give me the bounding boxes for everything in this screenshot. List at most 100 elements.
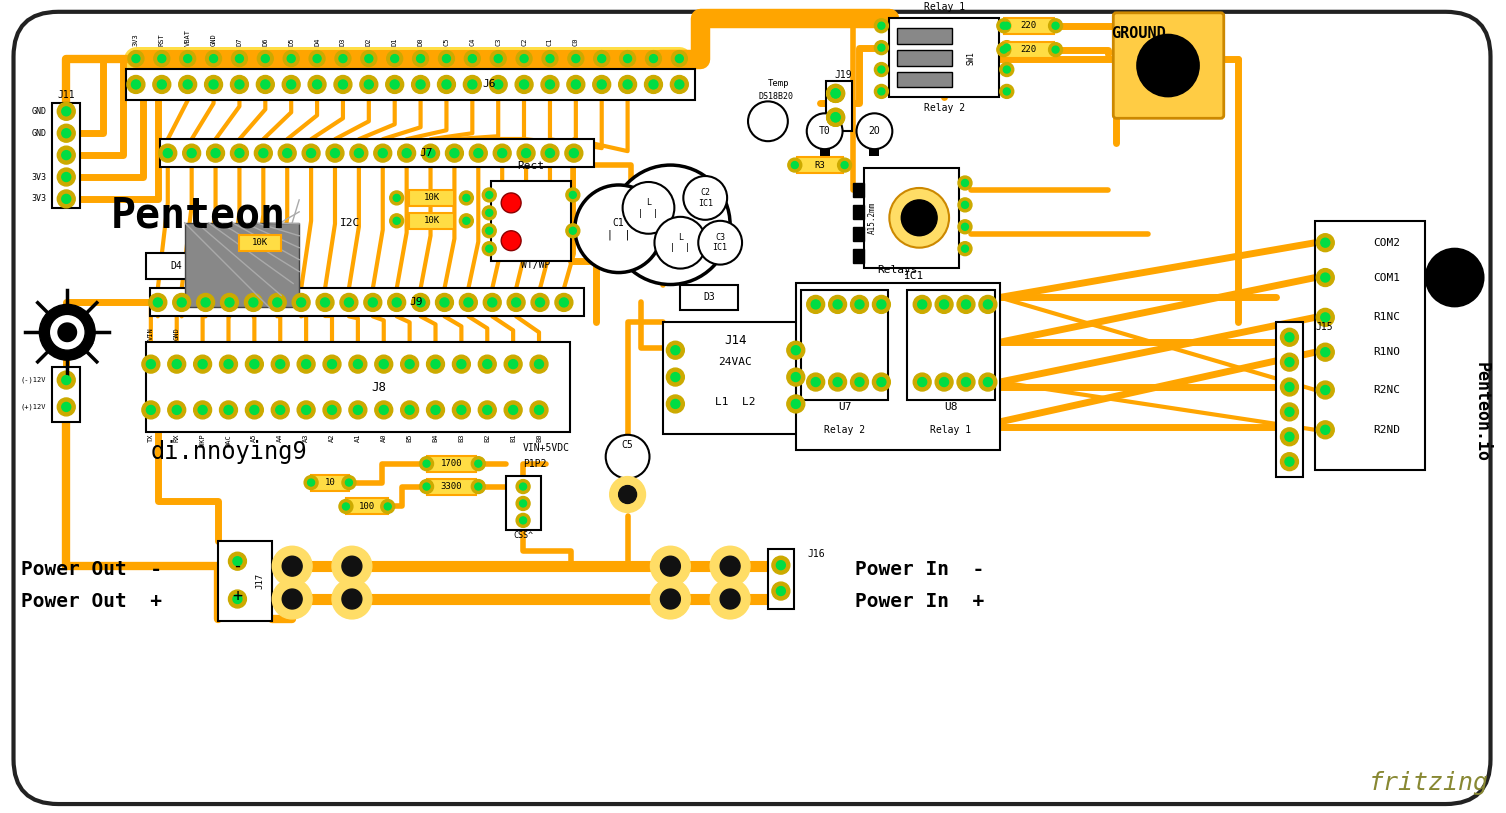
Circle shape	[303, 144, 321, 162]
Circle shape	[1000, 41, 1014, 54]
Circle shape	[812, 300, 821, 309]
Circle shape	[1280, 453, 1298, 471]
Circle shape	[497, 149, 506, 158]
Circle shape	[411, 76, 429, 93]
Circle shape	[250, 406, 259, 415]
Circle shape	[443, 54, 450, 63]
Circle shape	[309, 50, 325, 67]
Circle shape	[571, 80, 580, 89]
Text: WT/WP: WT/WP	[521, 259, 551, 270]
Circle shape	[1316, 268, 1334, 286]
Circle shape	[593, 76, 610, 93]
Bar	[151, 289, 584, 316]
Circle shape	[831, 89, 840, 98]
Text: D4: D4	[315, 37, 321, 46]
Circle shape	[670, 346, 679, 354]
Circle shape	[50, 315, 86, 350]
Bar	[907, 290, 995, 400]
Circle shape	[605, 435, 649, 479]
Text: -: -	[232, 557, 242, 575]
Circle shape	[235, 149, 244, 158]
Circle shape	[1000, 19, 1014, 33]
Circle shape	[828, 295, 846, 313]
Bar	[53, 367, 80, 422]
Circle shape	[1280, 403, 1298, 421]
Bar	[801, 290, 889, 400]
Circle shape	[197, 293, 214, 311]
Circle shape	[417, 54, 425, 63]
Circle shape	[875, 19, 889, 33]
Circle shape	[1048, 19, 1063, 33]
Text: Penteon: Penteon	[111, 195, 286, 237]
Circle shape	[876, 300, 886, 309]
Text: A0: A0	[381, 434, 387, 442]
Circle shape	[255, 144, 273, 162]
Circle shape	[420, 457, 434, 471]
Circle shape	[244, 293, 262, 311]
Text: B5: B5	[407, 434, 413, 442]
Circle shape	[146, 359, 155, 368]
Bar	[768, 550, 794, 609]
Circle shape	[133, 54, 140, 63]
Circle shape	[179, 76, 197, 93]
Circle shape	[501, 193, 521, 213]
Circle shape	[163, 149, 172, 158]
Circle shape	[651, 579, 690, 619]
Text: R3: R3	[815, 161, 825, 170]
Circle shape	[997, 19, 1011, 33]
Circle shape	[961, 224, 968, 230]
Text: C0: C0	[572, 37, 578, 46]
Circle shape	[684, 176, 727, 220]
Bar	[852, 227, 864, 241]
Text: GND: GND	[32, 128, 47, 137]
Text: R2NC: R2NC	[1373, 385, 1401, 395]
Text: L
|  |: L | |	[670, 233, 690, 252]
Circle shape	[517, 144, 535, 162]
Circle shape	[1285, 358, 1294, 367]
Text: J19: J19	[834, 71, 852, 80]
Circle shape	[282, 589, 303, 609]
Text: D7: D7	[236, 37, 242, 46]
Circle shape	[512, 298, 521, 307]
Circle shape	[536, 298, 545, 307]
Circle shape	[483, 293, 501, 311]
Text: 24VAC: 24VAC	[718, 357, 751, 367]
Circle shape	[958, 241, 971, 255]
Circle shape	[575, 185, 663, 272]
Circle shape	[901, 200, 937, 236]
Circle shape	[494, 80, 503, 89]
Circle shape	[309, 76, 325, 93]
Text: C4: C4	[84, 337, 95, 346]
Circle shape	[940, 377, 949, 386]
Bar	[681, 285, 738, 311]
Text: Penteon.io: Penteon.io	[1473, 362, 1491, 462]
Circle shape	[435, 293, 453, 311]
Circle shape	[452, 355, 470, 373]
Circle shape	[979, 373, 997, 391]
Circle shape	[667, 368, 684, 386]
Circle shape	[474, 483, 482, 490]
Circle shape	[229, 552, 247, 570]
Circle shape	[245, 401, 264, 419]
Circle shape	[423, 483, 431, 490]
Circle shape	[958, 198, 971, 212]
Circle shape	[670, 372, 679, 381]
Text: COM2: COM2	[1373, 237, 1401, 248]
Circle shape	[441, 80, 450, 89]
Text: 3V3: 3V3	[32, 172, 47, 181]
Circle shape	[983, 300, 992, 309]
Bar	[898, 28, 952, 44]
Circle shape	[331, 579, 372, 619]
Circle shape	[258, 50, 273, 67]
Circle shape	[486, 246, 492, 252]
Circle shape	[517, 497, 530, 511]
Circle shape	[146, 406, 155, 415]
Circle shape	[297, 298, 306, 307]
Circle shape	[807, 113, 842, 149]
Circle shape	[462, 194, 470, 202]
Text: (-)12V: (-)12V	[21, 376, 47, 383]
Text: D5: D5	[288, 37, 294, 46]
Circle shape	[569, 149, 578, 158]
Circle shape	[361, 50, 376, 67]
Circle shape	[474, 149, 483, 158]
